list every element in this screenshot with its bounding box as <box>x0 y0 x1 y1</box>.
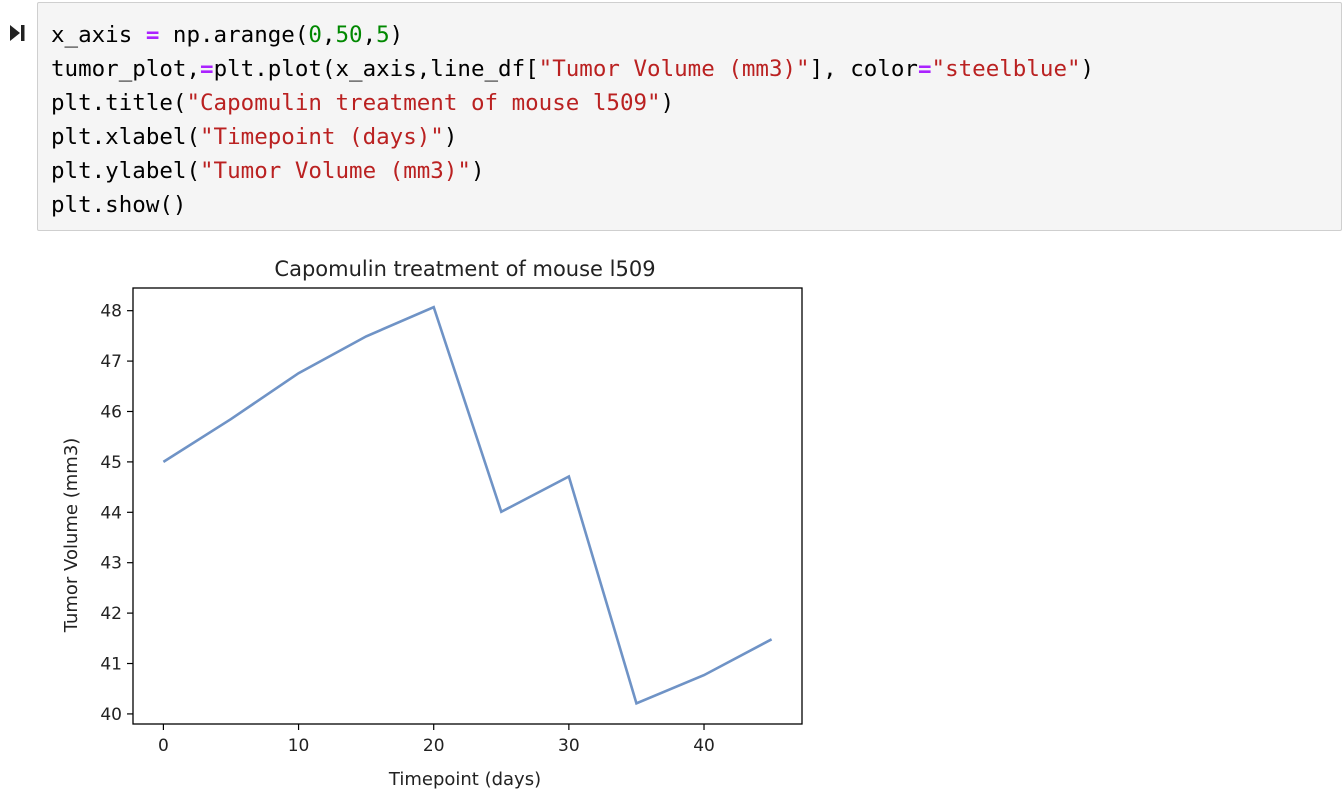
code-token: "Timepoint (days)" <box>200 124 444 150</box>
code-token: plt.plot(x_axis,line_df[ <box>213 56 539 82</box>
code-token: = <box>917 56 932 82</box>
code-token: ) <box>389 22 404 48</box>
code-token: 0 <box>308 22 322 48</box>
code-token: plt.ylabel( <box>51 158 201 184</box>
code-line: plt.xlabel("Timepoint (days)") <box>51 120 1341 154</box>
code-token: , <box>321 22 336 48</box>
code-token: 5 <box>376 22 390 48</box>
y-tick-label: 45 <box>100 453 122 473</box>
code-token: tumor_plot, <box>51 56 201 82</box>
code-token: = <box>200 56 214 82</box>
code-token: ) <box>443 124 458 150</box>
series-line <box>162 305 773 706</box>
code-line: x_axis = np.arange(0,50,5) <box>51 18 1341 52</box>
code-token: "Tumor Volume (mm3)" <box>538 56 810 82</box>
y-axis-label: Tumor Volume (mm3) <box>61 438 82 634</box>
code-token: "steelblue" <box>931 56 1081 82</box>
code-token: "Capomulin treatment of mouse l509" <box>186 90 661 116</box>
x-tick-label: 10 <box>288 736 310 756</box>
code-token: x_axis <box>51 22 146 48</box>
y-tick-label: 40 <box>100 705 122 725</box>
chart-title: Capomulin treatment of mouse l509 <box>274 257 655 281</box>
run-cell-icon[interactable] <box>6 22 28 44</box>
code-token: plt.title( <box>51 90 187 116</box>
code-token: ], color <box>809 56 918 82</box>
line-chart: Capomulin treatment of mouse l509 Timepo… <box>61 257 803 790</box>
y-tick-label: 46 <box>100 402 122 422</box>
code-token: ) <box>470 158 485 184</box>
code-token: np.arange( <box>159 22 309 48</box>
code-line: tumor_plot,=plt.plot(x_axis,line_df["Tum… <box>51 52 1341 86</box>
code-line: plt.ylabel("Tumor Volume (mm3)") <box>51 154 1341 188</box>
code-token: 50 <box>335 22 363 48</box>
y-tick-label: 44 <box>100 503 122 523</box>
y-tick-label: 43 <box>100 554 122 574</box>
x-tick-label: 0 <box>158 736 169 756</box>
code-line: plt.title("Capomulin treatment of mouse … <box>51 86 1341 120</box>
code-token: "Tumor Volume (mm3)" <box>200 158 471 184</box>
cell-output: Capomulin treatment of mouse l509 Timepo… <box>37 240 837 795</box>
code-token: plt.show() <box>51 192 187 218</box>
y-tick-label: 41 <box>100 655 122 675</box>
code-token: , <box>362 22 377 48</box>
y-tick-label: 47 <box>100 352 122 372</box>
code-cell-editor[interactable]: x_axis = np.arange(0,50,5) tumor_plot,=pl… <box>37 2 1342 231</box>
x-tick-label: 40 <box>693 736 715 756</box>
code-token: plt.xlabel( <box>51 124 201 150</box>
code-token: ) <box>1080 56 1095 82</box>
plot-frame <box>132 287 803 725</box>
x-axis-label: Timepoint (days) <box>388 769 541 790</box>
x-tick-label: 20 <box>423 736 445 756</box>
code-token: = <box>145 22 160 48</box>
x-tick-label: 30 <box>558 736 580 756</box>
code-token: ) <box>660 90 675 116</box>
code-line: plt.show() <box>51 188 1341 222</box>
y-tick-label: 42 <box>100 604 122 624</box>
y-tick-label: 48 <box>100 302 122 322</box>
